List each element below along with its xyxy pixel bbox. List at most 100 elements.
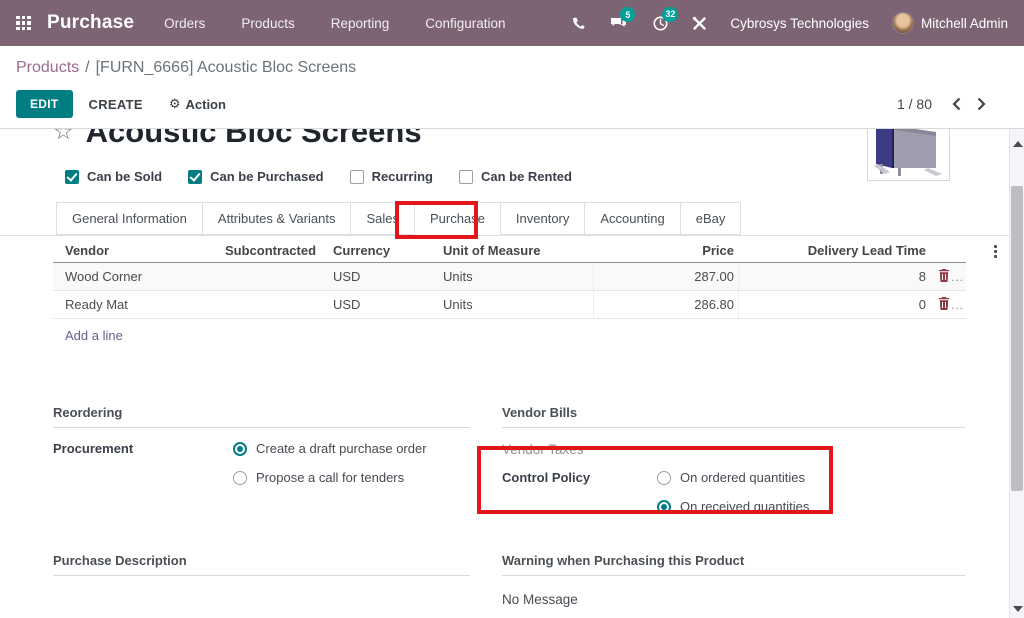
header-uom[interactable]: Unit of Measure xyxy=(443,242,541,258)
delete-row-icon[interactable] xyxy=(938,296,950,313)
activities-badge: 32 xyxy=(662,6,679,22)
tools-icon[interactable] xyxy=(692,16,707,31)
breadcrumb-separator: / xyxy=(85,59,90,76)
delete-row-icon[interactable] xyxy=(938,268,950,285)
checkbox-checked-icon xyxy=(188,169,203,184)
menu-products[interactable]: Products xyxy=(241,15,295,31)
menu-orders[interactable]: Orders xyxy=(164,15,206,31)
vertical-scrollbar[interactable] xyxy=(1009,129,1024,618)
flag-can-be-rented[interactable]: Can be Rented xyxy=(458,169,572,184)
menu-reporting[interactable]: Reporting xyxy=(330,15,390,31)
scroll-up-arrow[interactable] xyxy=(1013,141,1023,147)
favorite-star-icon[interactable]: ☆ xyxy=(53,128,74,145)
action-menu-label: Action xyxy=(185,96,226,112)
messages-badge: 5 xyxy=(620,7,636,22)
radio-selected-icon xyxy=(233,441,247,456)
pager-count: 1 / 80 xyxy=(896,96,932,112)
header-subcontracted[interactable]: Subcontracted xyxy=(225,242,317,258)
cell-price: 286.80 xyxy=(593,291,738,318)
table-row[interactable]: Ready Mat USD Units 286.80 0 ... xyxy=(53,291,966,319)
add-a-line-link[interactable]: Add a line xyxy=(65,328,123,343)
app-name[interactable]: Purchase xyxy=(47,12,135,33)
product-flags: Can be Sold Can be Purchased Recurring C… xyxy=(65,169,572,184)
apps-menu-icon[interactable] xyxy=(16,15,31,31)
table-row[interactable]: Wood Corner USD Units 287.00 8 ... xyxy=(53,263,966,291)
product-image[interactable] xyxy=(867,129,950,181)
purchase-warning-value[interactable]: No Message xyxy=(502,592,578,607)
checkbox-unchecked-icon xyxy=(458,169,473,184)
action-menu-button[interactable]: ⚙ Action xyxy=(169,97,226,112)
scroll-down-arrow[interactable] xyxy=(1013,606,1023,612)
flag-can-be-purchased[interactable]: Can be Purchased xyxy=(188,169,324,184)
radio-label: Create a draft purchase order xyxy=(256,441,427,456)
cell-currency: USD xyxy=(333,269,361,284)
tab-inventory[interactable]: Inventory xyxy=(499,202,586,235)
cell-uom: Units xyxy=(443,269,473,284)
vendor-table-header: Vendor Subcontracted Currency Unit of Me… xyxy=(53,238,997,263)
radio-on-ordered-quantities[interactable]: On ordered quantities xyxy=(657,470,809,485)
menu-configuration[interactable]: Configuration xyxy=(425,15,506,31)
vendor-table: Vendor Subcontracted Currency Unit of Me… xyxy=(53,238,997,343)
gear-icon: ⚙ xyxy=(168,96,181,112)
cell-lead-time: 8 xyxy=(738,263,930,290)
tab-attributes-variants[interactable]: Attributes & Variants xyxy=(201,202,352,235)
activities-icon[interactable]: 32 xyxy=(652,6,679,32)
scrollbar-thumb[interactable] xyxy=(1011,186,1023,491)
cell-vendor: Ready Mat xyxy=(65,297,128,312)
checkbox-unchecked-icon xyxy=(349,169,364,184)
flag-can-be-sold[interactable]: Can be Sold xyxy=(65,169,162,184)
radio-unselected-icon xyxy=(233,470,247,485)
company-name[interactable]: Cybrosys Technologies xyxy=(730,15,869,31)
cell-lead-time: 0 xyxy=(738,291,930,318)
flag-recurring[interactable]: Recurring xyxy=(349,169,433,184)
vendor-taxes-label[interactable]: Vendor Taxes xyxy=(502,442,584,457)
radio-label: On ordered quantities xyxy=(680,470,806,485)
control-panel: Products / [FURN_6666] Acoustic Bloc Scree… xyxy=(0,46,1024,128)
create-button[interactable]: CREATE xyxy=(88,96,143,112)
product-title: Acoustic Bloc Screens xyxy=(85,128,422,149)
notebook-tabs: General Information Attributes & Variant… xyxy=(0,202,1009,236)
tab-purchase[interactable]: Purchase xyxy=(413,202,501,235)
radio-create-draft-po[interactable]: Create a draft purchase order xyxy=(233,441,427,456)
pager: 1 / 80 xyxy=(897,96,986,112)
cell-uom: Units xyxy=(443,297,473,312)
flag-label: Can be Sold xyxy=(87,169,163,184)
header-currency[interactable]: Currency xyxy=(333,242,391,258)
breadcrumb: Products / [FURN_6666] Acoustic Bloc Scree… xyxy=(16,59,1008,77)
cell-price: 287.00 xyxy=(593,263,738,290)
phone-icon[interactable] xyxy=(571,15,587,31)
row-ellipsis: ... xyxy=(951,269,965,284)
header-vendor[interactable]: Vendor xyxy=(65,242,110,258)
top-navbar: Purchase Orders Products Reporting Confi… xyxy=(0,0,1024,46)
row-ellipsis: ... xyxy=(951,297,965,312)
reordering-group-title: Reordering xyxy=(53,405,470,428)
tab-ebay[interactable]: eBay xyxy=(679,202,742,235)
radio-unselected-icon xyxy=(657,470,671,485)
control-policy-label: Control Policy xyxy=(502,470,591,485)
pager-next-button[interactable] xyxy=(977,97,986,111)
header-price[interactable]: Price xyxy=(702,242,734,258)
edit-button[interactable]: EDIT xyxy=(16,90,73,118)
pager-previous-button[interactable] xyxy=(952,97,961,111)
checkbox-checked-icon xyxy=(65,169,79,184)
header-lead-time[interactable]: Delivery Lead Time xyxy=(807,242,926,258)
radio-on-received-quantities[interactable]: On received quantities xyxy=(657,499,809,514)
optional-columns-icon[interactable] xyxy=(988,243,1002,260)
tab-accounting[interactable]: Accounting xyxy=(584,202,681,235)
purchase-warning-title: Warning when Purchasing this Product xyxy=(502,553,965,576)
user-avatar[interactable] xyxy=(891,12,914,34)
radio-propose-tenders[interactable]: Propose a call for tenders xyxy=(233,470,427,485)
user-name[interactable]: Mitchell Admin xyxy=(920,15,1008,31)
tab-sales[interactable]: Sales xyxy=(350,202,415,235)
breadcrumb-current: [FURN_6666] Acoustic Bloc Screens xyxy=(95,59,357,76)
radio-label: Propose a call for tenders xyxy=(256,470,405,485)
form-sheet: ☆ Acoustic Bloc Screens Can be Sold Can … xyxy=(0,128,1024,618)
cell-subcontracted xyxy=(225,297,333,312)
cell-vendor: Wood Corner xyxy=(65,269,143,284)
radio-label: On received quantities xyxy=(680,499,810,514)
radio-selected-icon xyxy=(657,499,671,514)
tab-general-information[interactable]: General Information xyxy=(56,202,203,235)
messages-icon[interactable]: 5 xyxy=(610,7,636,31)
cell-currency: USD xyxy=(333,297,361,312)
breadcrumb-products-link[interactable]: Products xyxy=(16,59,80,76)
